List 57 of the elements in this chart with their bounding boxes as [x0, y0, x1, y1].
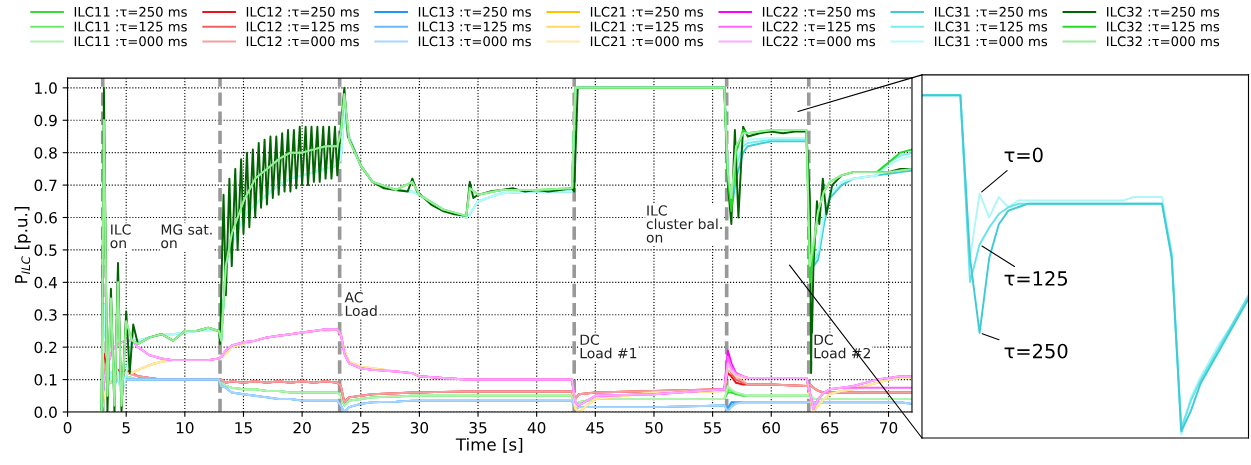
- legend-label: ILC31 :τ=000 ms: [935, 36, 1048, 47]
- x-tick-label: 25: [352, 421, 370, 434]
- legend-label: ILC22 :τ=125 ms: [762, 21, 876, 32]
- x-tick-label: 10: [176, 421, 194, 434]
- legend-label: ILC12 :τ=250 ms: [246, 6, 359, 17]
- legend-label: ILC32 :τ=125 ms: [1107, 21, 1220, 32]
- legend-label: ILC21 :τ=250 ms: [590, 6, 703, 17]
- y-tick-label: 0.1: [34, 374, 57, 386]
- x-tick-label: 45: [586, 422, 604, 434]
- y-axis-title: P$_{ILC}$ [p.u.]: [14, 207, 31, 283]
- x-tick-label: 5: [122, 422, 130, 434]
- legend-label: ILC11 :τ=250 ms: [74, 6, 187, 17]
- legend-label: ILC13 :τ=125 ms: [418, 21, 531, 32]
- legend-label: ILC31 :τ=125 ms: [935, 21, 1048, 32]
- legend-label: ILC22 :τ=250 ms: [762, 6, 876, 17]
- legend-label: ILC32 :τ=250 ms: [1107, 6, 1220, 17]
- x-tick-label: 30: [410, 421, 429, 434]
- legend-label: ILC13 :τ=250 ms: [418, 6, 531, 17]
- annotation: τ=0: [1004, 147, 1043, 163]
- annotation: ILC on: [110, 224, 131, 249]
- y-tick-label: 0.5: [34, 244, 57, 256]
- x-tick-label: 55: [704, 422, 721, 434]
- annotation: τ=250: [1004, 343, 1068, 359]
- y-tick-label: 1.0: [35, 82, 57, 94]
- legend-label: ILC11 :τ=125 ms: [74, 21, 187, 32]
- legend-label: ILC12 :τ=000 ms: [246, 36, 359, 47]
- y-tick-label: 0.2: [34, 341, 57, 354]
- legend-label: ILC13 :τ=000 ms: [418, 36, 531, 47]
- y-tick-label: 0.7: [34, 179, 57, 192]
- x-tick-label: 20: [293, 421, 311, 434]
- legend-label: ILC11 :τ=000 ms: [74, 36, 187, 47]
- legend-label: ILC12 :τ=125 ms: [246, 21, 359, 32]
- y-tick-label: 0.8: [34, 147, 57, 159]
- annotation: AC Load: [344, 292, 377, 316]
- x-tick-label: 50: [645, 421, 663, 434]
- annotation: DC Load #1: [580, 334, 637, 359]
- y-tick-label: 0.6: [34, 211, 57, 224]
- annotation: ILC cluster bal. on: [646, 205, 722, 243]
- legend-label: ILC21 :τ=125 ms: [590, 21, 703, 32]
- x-tick-label: 0: [63, 421, 72, 434]
- x-tick-label: 60: [762, 421, 780, 434]
- x-tick-label: 40: [527, 421, 546, 434]
- x-tick-label: 15: [235, 422, 252, 434]
- y-tick-label: 0.0: [34, 406, 57, 419]
- annotation: MG sat. on: [161, 224, 212, 249]
- y-tick-label: 0.9: [34, 114, 57, 127]
- legend-label: ILC31 :τ=250 ms: [935, 6, 1048, 17]
- legend-label: ILC22 :τ=000 ms: [762, 36, 876, 47]
- legend-label: ILC32 :τ=000 ms: [1107, 36, 1220, 47]
- x-axis-title: Time [s]: [455, 437, 523, 453]
- legend-label: ILC21 :τ=000 ms: [590, 36, 703, 47]
- y-tick-label: 0.3: [34, 309, 57, 321]
- x-tick-label: 65: [821, 421, 839, 434]
- x-tick-label: 70: [880, 421, 898, 434]
- x-tick-label: 35: [469, 421, 487, 434]
- y-tick-label: 0.4: [34, 276, 57, 289]
- annotation: τ=125: [1004, 271, 1068, 286]
